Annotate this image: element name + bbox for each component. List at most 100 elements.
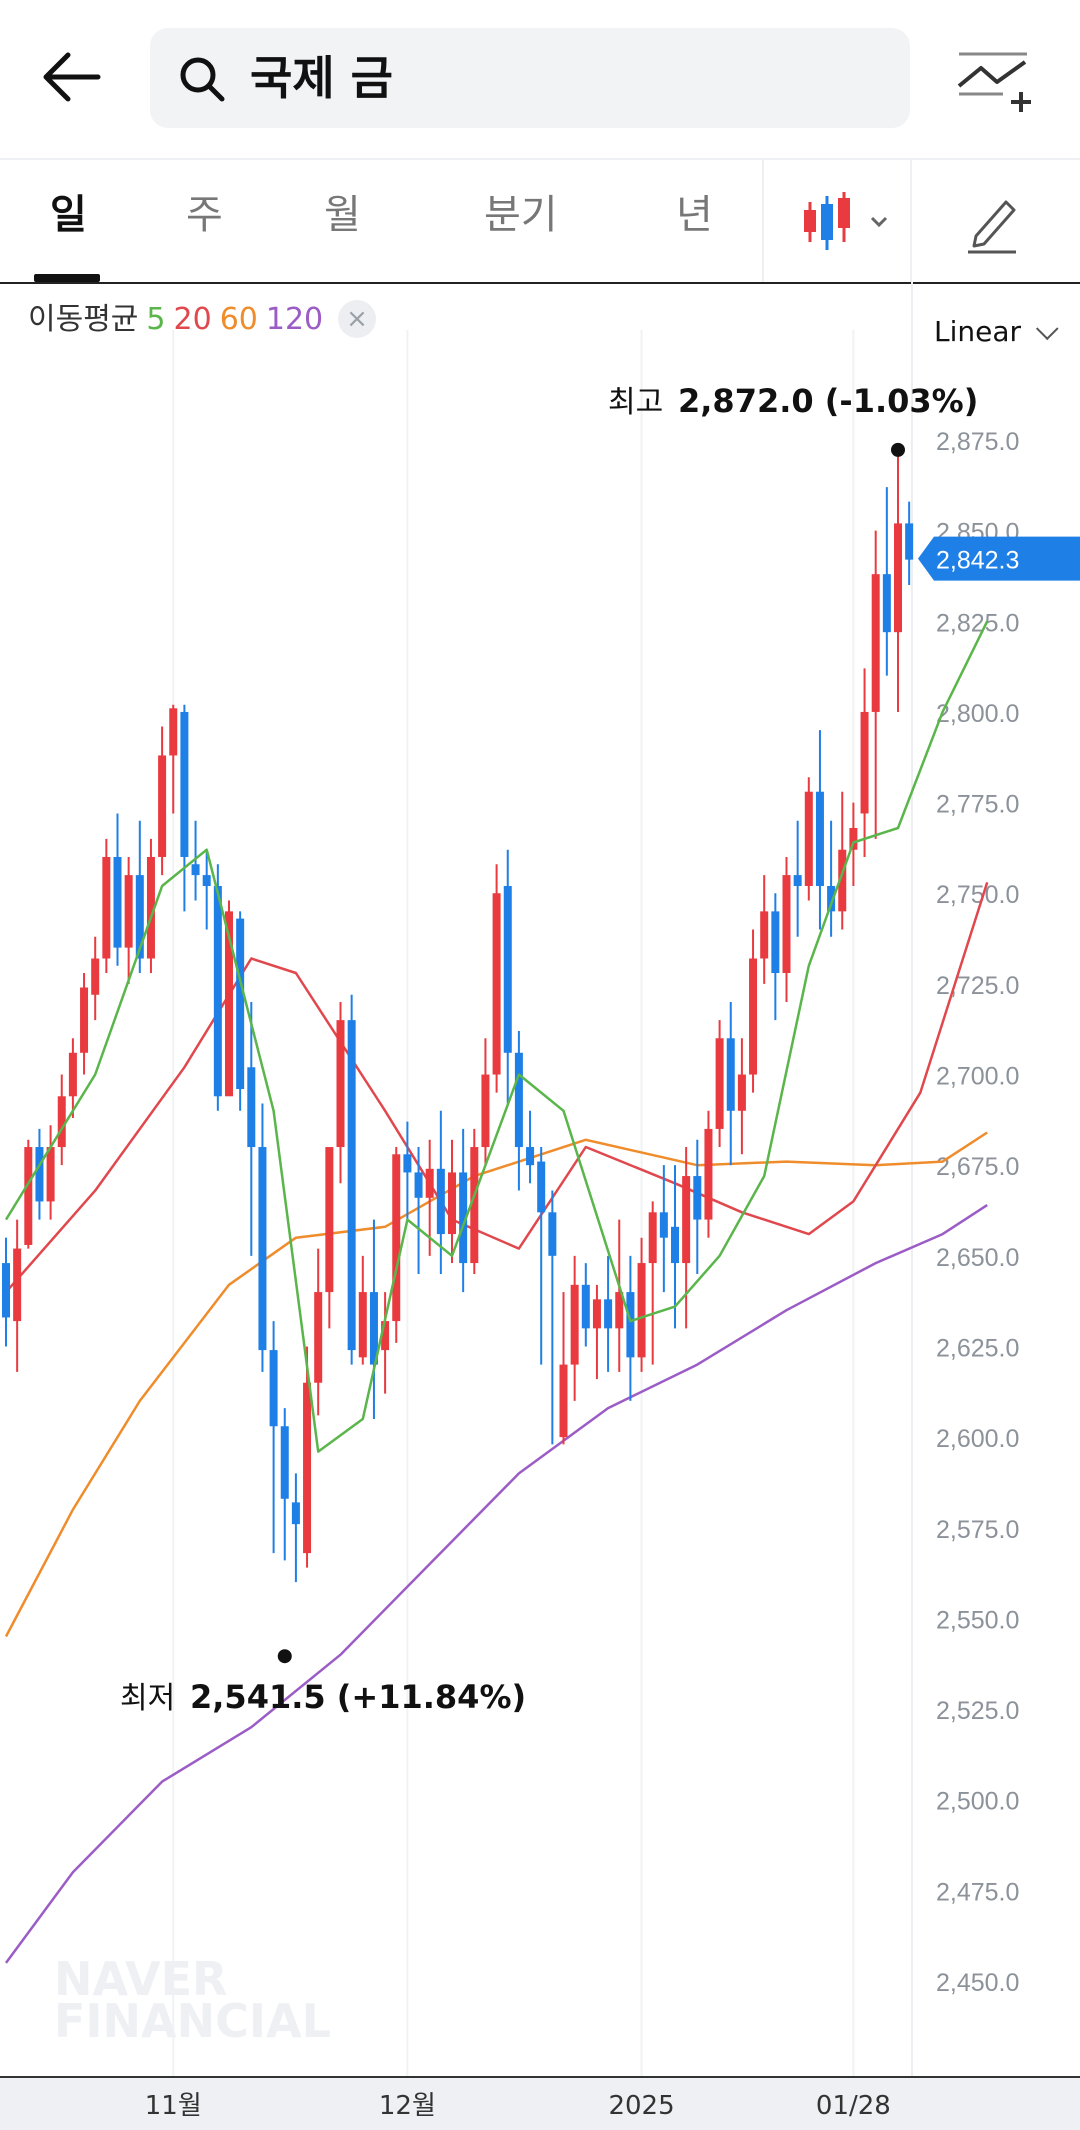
current-price-label: 2,842.3 xyxy=(936,547,1019,575)
search-icon xyxy=(180,57,225,102)
low-value: 2,541.5 (+11.84%) xyxy=(190,1678,526,1716)
watermark-line2: FINANCIAL xyxy=(54,1994,331,2048)
candle-body xyxy=(581,1284,590,1329)
candle-body xyxy=(2,1263,10,1318)
candle-body xyxy=(682,1176,691,1264)
candle-body xyxy=(191,864,200,876)
ma20-label: 20 xyxy=(173,302,212,337)
y-tick-label: 2,800.0 xyxy=(936,700,1019,728)
candle-body xyxy=(113,856,122,948)
candle-body xyxy=(247,1067,256,1148)
candle-body xyxy=(80,987,89,1053)
candle-body xyxy=(838,849,847,912)
candle-body xyxy=(180,711,189,857)
candle-body xyxy=(704,1128,713,1220)
candle-body xyxy=(158,755,167,857)
candle-body xyxy=(403,1154,412,1173)
y-tick-label: 2,700.0 xyxy=(936,1063,1019,1091)
candle-body xyxy=(169,708,178,756)
watermark: NAVER FINANCIAL xyxy=(54,1956,331,2048)
ma60-line xyxy=(4,1131,988,1638)
candle-body xyxy=(303,1382,312,1554)
candle-body xyxy=(236,918,245,1090)
candle-body xyxy=(537,1161,546,1213)
candle-body xyxy=(392,1154,401,1322)
y-tick-label: 2,775.0 xyxy=(936,791,1019,819)
candle-body xyxy=(526,1147,535,1166)
candle-body xyxy=(314,1292,323,1383)
candle-body xyxy=(258,1147,267,1351)
candle-body xyxy=(503,885,512,1053)
tab-week[interactable]: 주 xyxy=(186,192,223,238)
ma-legend-label: 이동평균 xyxy=(28,302,139,337)
candle-body xyxy=(425,1168,434,1198)
y-tick-label: 2,500.0 xyxy=(936,1788,1019,1816)
x-tick-label: 2025 xyxy=(608,2091,674,2121)
candle-body xyxy=(604,1299,613,1329)
high-label: 최고 xyxy=(608,385,663,420)
high-value: 2,872.0 (-1.03%) xyxy=(678,382,978,420)
candle-body xyxy=(57,1096,66,1148)
candle-body xyxy=(481,1074,490,1148)
close-icon[interactable]: × xyxy=(338,300,376,338)
candle-body xyxy=(46,1147,55,1202)
tab-month[interactable]: 월 xyxy=(324,192,361,238)
candle-body xyxy=(381,1321,390,1351)
candle-body xyxy=(615,1292,624,1329)
ma120-line xyxy=(4,1204,988,1964)
ma-legend: 이동평균 5 20 60 120 xyxy=(28,300,331,340)
current-price-tag xyxy=(918,536,1080,581)
pencil-icon[interactable] xyxy=(966,190,1020,254)
chart-add-icon[interactable] xyxy=(955,48,1035,114)
candle-body xyxy=(648,1212,657,1264)
active-tab-indicator xyxy=(34,274,100,282)
candle-body xyxy=(347,1020,356,1351)
candle-body xyxy=(894,523,902,633)
tab-year[interactable]: 년 xyxy=(676,192,713,238)
candle-body xyxy=(91,958,100,995)
y-tick-label: 2,875.0 xyxy=(936,428,1019,456)
candle-body xyxy=(860,711,869,814)
divider xyxy=(910,160,912,282)
y-tick-label: 2,750.0 xyxy=(936,881,1019,909)
ma60-label: 60 xyxy=(219,302,258,337)
candlestick-icon[interactable] xyxy=(800,190,896,254)
tab-quarter[interactable]: 분기 xyxy=(484,192,558,238)
candle-body xyxy=(102,856,111,959)
high-marker xyxy=(891,442,905,457)
candle-body xyxy=(671,1226,679,1264)
search-box[interactable]: 국제 금 xyxy=(150,28,910,128)
x-axis: 11월 12월 2025 01/28 xyxy=(0,2076,1080,2130)
candle-body xyxy=(514,1052,523,1148)
top-bar: 국제 금 xyxy=(0,0,1080,158)
candle-body xyxy=(782,875,791,974)
candle-body xyxy=(325,1147,334,1293)
scale-selector[interactable]: Linear xyxy=(934,312,1059,352)
candle-body xyxy=(548,1212,557,1256)
candle-body xyxy=(559,1364,568,1438)
candle-body xyxy=(358,1292,367,1358)
candle-body xyxy=(135,875,144,959)
candle-body xyxy=(592,1299,601,1329)
tab-day[interactable]: 일 xyxy=(50,192,87,238)
y-tick-label: 2,525.0 xyxy=(936,1697,1019,1725)
x-tick-label: 12월 xyxy=(379,2091,436,2121)
ma20-line xyxy=(5,882,989,1293)
y-tick-label: 2,625.0 xyxy=(936,1334,1019,1362)
candle-body xyxy=(448,1172,456,1235)
candle-body xyxy=(815,791,824,886)
ma5-line xyxy=(4,620,989,1453)
candle-body xyxy=(804,791,813,886)
candle-body xyxy=(470,1147,479,1264)
search-query: 국제 금 xyxy=(250,51,393,105)
y-tick-label: 2,475.0 xyxy=(936,1878,1019,1906)
price-chart[interactable]: 2,450.0 2,475.0 2,500.0 2,525.0 2,550.0 2,575… xyxy=(0,282,1080,2076)
candle-body xyxy=(202,875,211,886)
candle-body xyxy=(882,574,891,633)
arrow-left-icon[interactable] xyxy=(38,42,108,112)
candle-body xyxy=(13,1248,22,1322)
candle-body xyxy=(146,856,155,959)
candle-body xyxy=(124,875,133,948)
candle-body xyxy=(35,1147,44,1202)
candle-body xyxy=(715,1038,724,1129)
